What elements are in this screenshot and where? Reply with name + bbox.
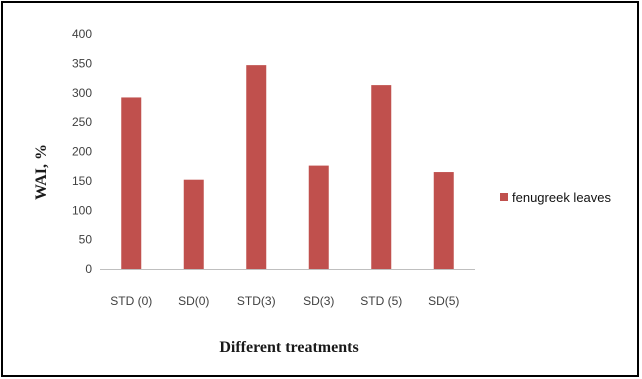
y-axis-title: WAI, % <box>33 144 50 200</box>
y-tick-label: 350 <box>72 56 92 70</box>
legend: fenugreek leaves <box>500 190 612 205</box>
x-tick-label: SD(5) <box>428 294 459 308</box>
bar <box>121 97 142 269</box>
y-tick-label: 400 <box>72 27 92 41</box>
bar <box>183 179 204 269</box>
y-tick-label: 250 <box>72 115 92 129</box>
y-tick-label: 0 <box>85 262 92 276</box>
x-tick-label: STD(3) <box>237 294 276 308</box>
legend-label: fenugreek leaves <box>512 190 612 205</box>
y-tick-label: 200 <box>72 145 92 159</box>
y-tick-label: 300 <box>72 86 92 100</box>
x-tick-label: SD(3) <box>303 294 334 308</box>
legend-swatch <box>500 193 508 201</box>
bar <box>433 172 454 269</box>
bar <box>371 85 392 269</box>
x-tick-label: SD(0) <box>178 294 209 308</box>
bar <box>308 165 329 269</box>
x-tick-label: STD (0) <box>110 294 152 308</box>
y-tick-label: 50 <box>79 233 93 247</box>
y-tick-label: 150 <box>72 174 92 188</box>
y-tick-label: 100 <box>72 203 92 217</box>
bar <box>246 65 267 269</box>
x-tick-label: STD (5) <box>360 294 402 308</box>
x-axis-title: Different treatments <box>219 339 358 356</box>
